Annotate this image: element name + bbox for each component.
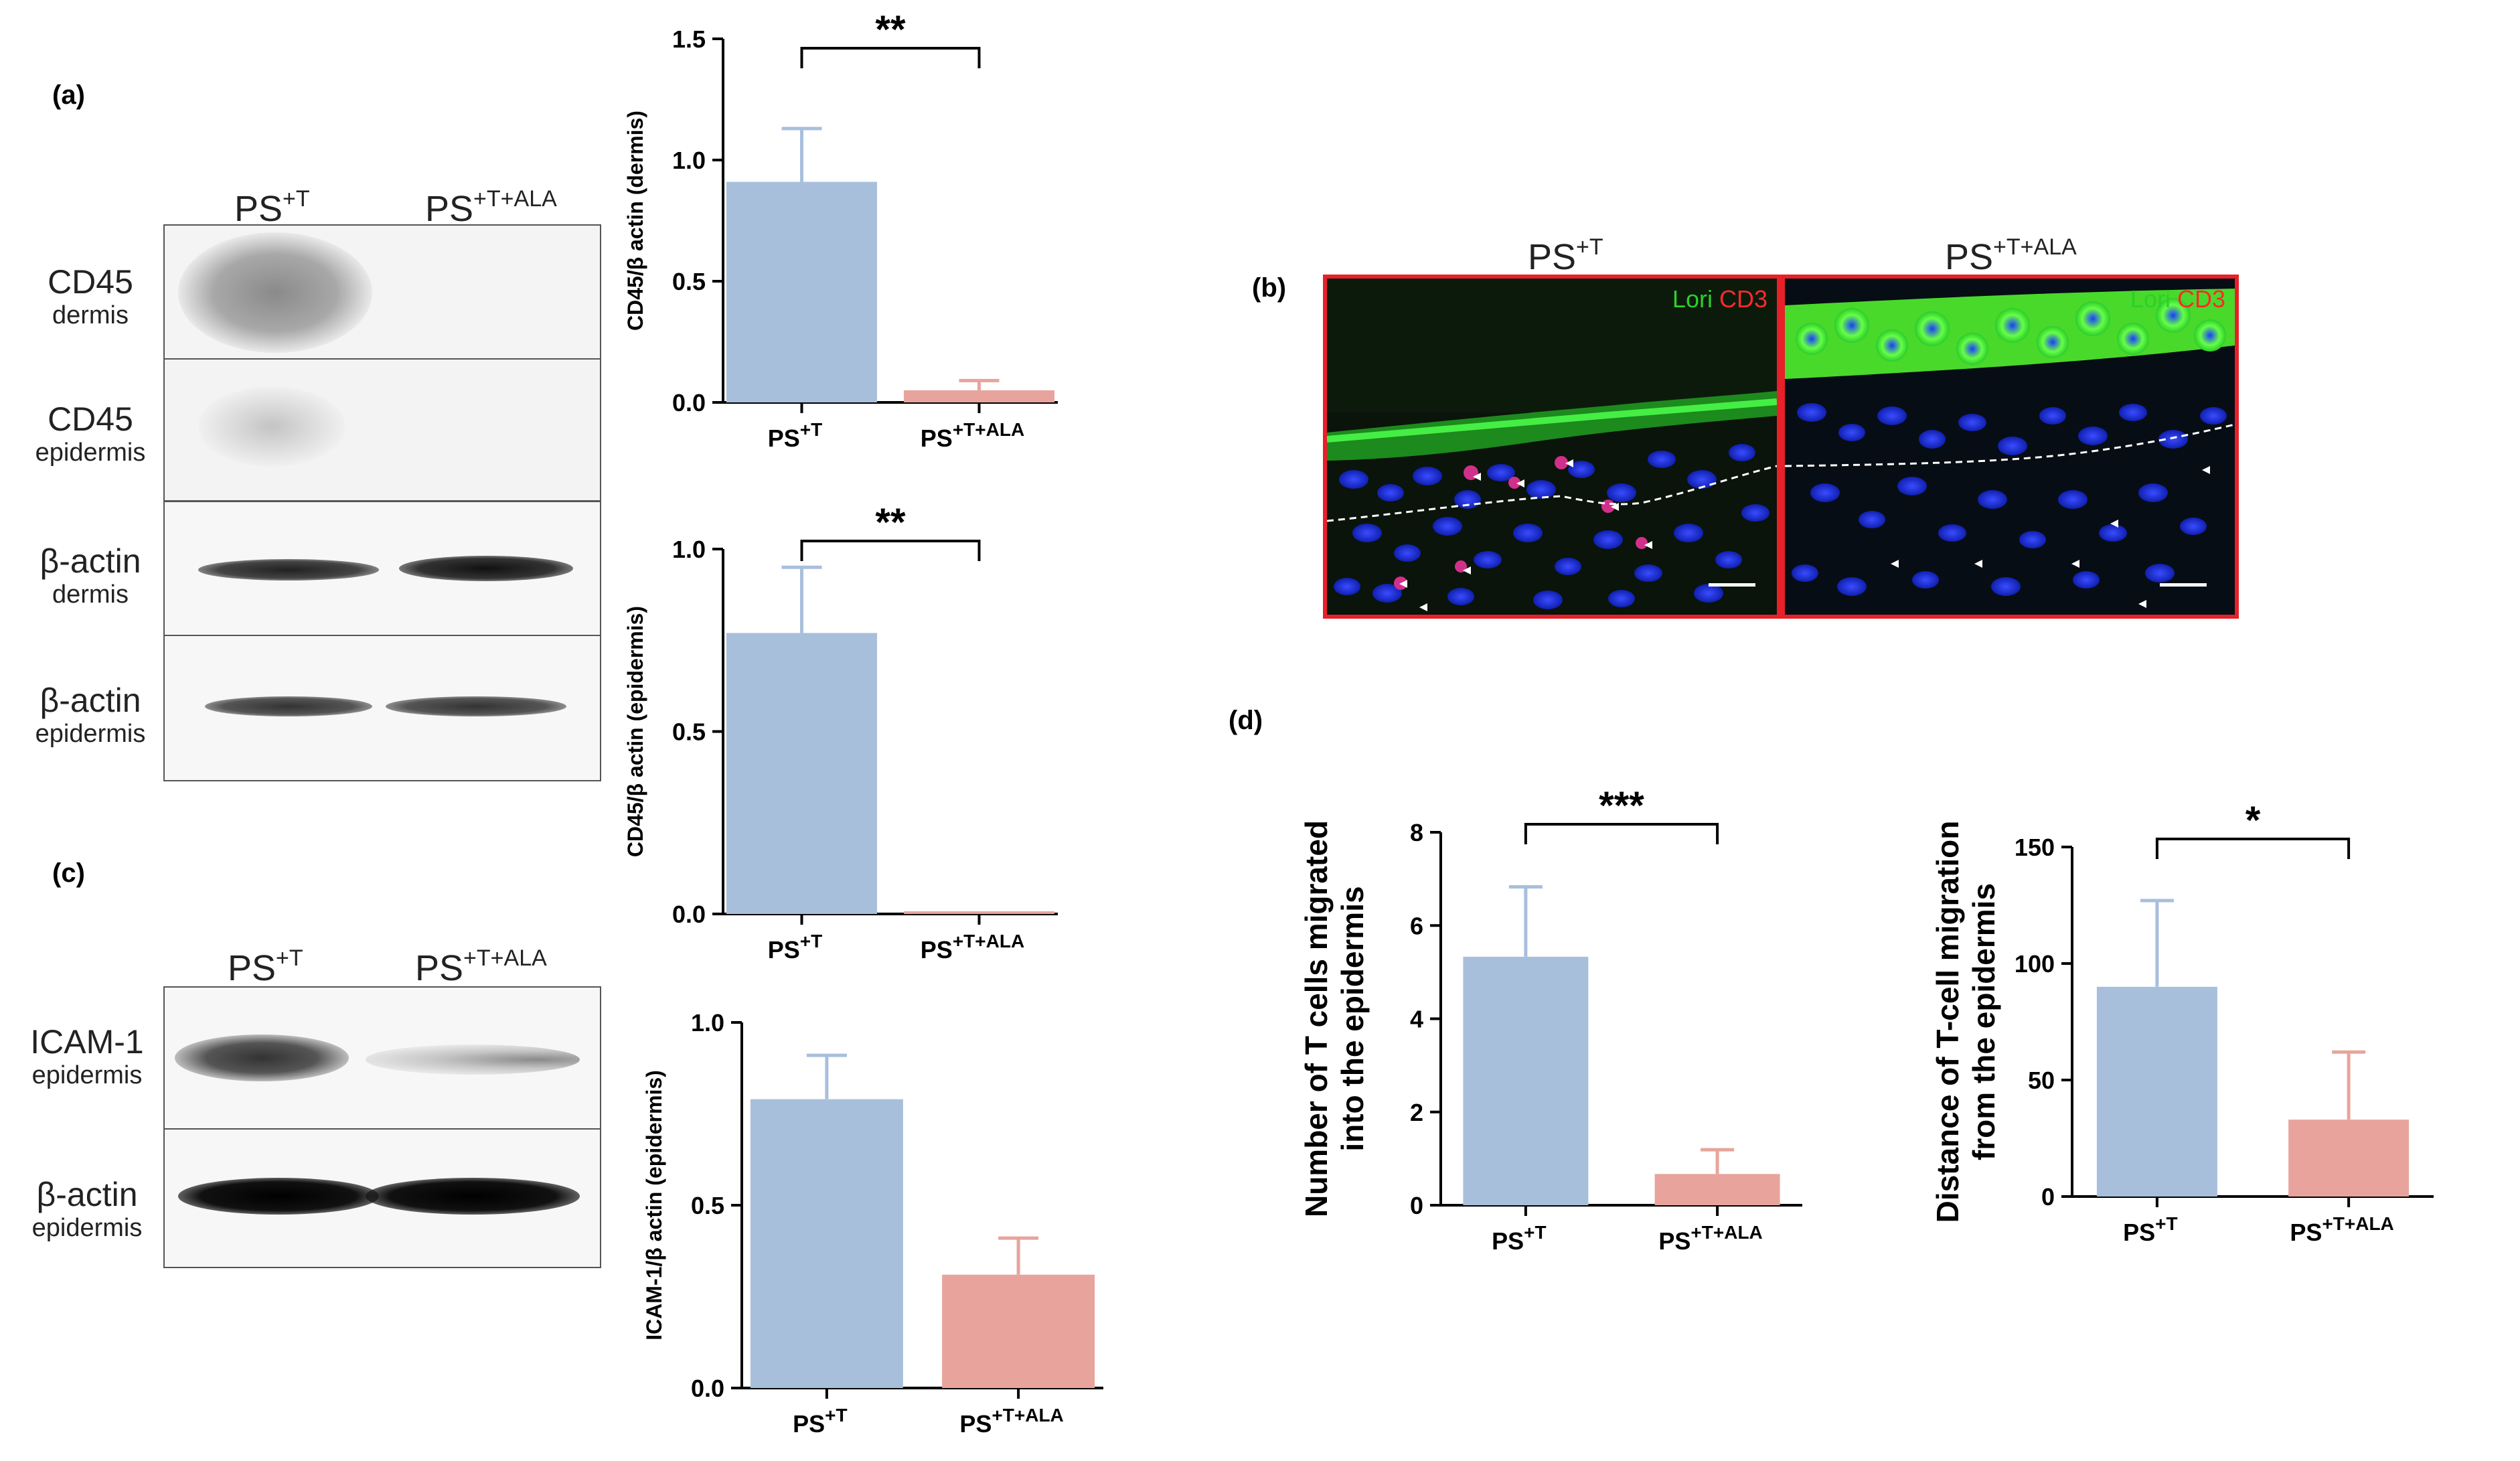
significance-bracket [800, 46, 981, 68]
blot-cd45-dermis [163, 224, 601, 361]
x-category-label: PS+T [793, 1405, 848, 1438]
micro-ctrl-legend: Lori CD3 [1672, 285, 1767, 313]
significance-stars: *** [1599, 784, 1644, 828]
band-actin-epidermis-ctrl [205, 696, 372, 716]
blot-a-lane-ctrl: PS+T [234, 186, 310, 229]
band-actin-c-ctrl [178, 1178, 379, 1215]
blot-c-lane-ala: PS+T+ALA [415, 945, 547, 988]
y-tick-label: 150 [2015, 834, 2055, 861]
y-tick-label: 100 [2015, 950, 2055, 978]
chart-group-tcell_distance: 0 50 100 150 PS+T PS+T+ALA * Distance of T-cell… [1930, 799, 2434, 1246]
blot-a-row1-label: CD45 dermis [48, 263, 133, 329]
band-cd45-epidermis-ctrl [198, 386, 345, 467]
y-axis-label: CD45/β actin (dermis) [623, 110, 647, 331]
blot-cd45-epidermis [163, 358, 601, 502]
x-category-label: PS+T+ALA [921, 931, 1024, 964]
micro-ala-legend: Lori CD3 [2130, 285, 2225, 313]
y-tick-label: 6 [1410, 912, 1423, 939]
y-tick-label: 4 [1410, 1006, 1423, 1033]
y-tick-label: 2 [1410, 1099, 1423, 1126]
blot-c-lane-ctrl: PS+T [228, 945, 303, 988]
band-icam1-ala [366, 1045, 580, 1075]
y-tick-label: 1.0 [672, 536, 706, 563]
significance-bracket [800, 540, 981, 561]
y-tick-label: 1.0 [672, 147, 706, 174]
y-tick-label: 0.5 [672, 718, 706, 746]
y-axis-label: ICAM-1/β actin (epidermis) [642, 1070, 666, 1340]
panel-letter-a: (a) [52, 80, 85, 110]
band-actin-dermis-ctrl [198, 559, 379, 581]
significance-stars: ** [875, 501, 906, 544]
significance-bracket [2155, 838, 2351, 859]
x-category-label: PS+T+ALA [921, 419, 1024, 452]
band-icam1-ctrl [175, 1034, 349, 1081]
y-axis-label: Distance of T-cell migrationfrom the epi… [1930, 821, 2001, 1223]
micrograph-ctrl-image [1327, 279, 1777, 615]
blot-actin-epidermis [163, 635, 601, 781]
blot-a-row3-label: β-actin dermis [40, 542, 141, 609]
x-category-label: PS+T [1492, 1222, 1547, 1255]
band-actin-dermis-ala [399, 556, 573, 581]
bar-ctrl [1463, 956, 1589, 1205]
bar-ala [1654, 1174, 1780, 1205]
blot-a-row2-label: CD45 epidermis [35, 400, 146, 467]
blot-a-lane-ala: PS+T+ALA [425, 186, 557, 229]
blot-c-row1-label: ICAM-1 epidermis [30, 1023, 144, 1089]
micrograph-ala-image [1785, 279, 2235, 615]
chart-group-icam1_epidermis: 0.0 0.5 1.0 PS+T PS+T+ALA ICAM-1/β actin (epi… [642, 1009, 1103, 1438]
significance-stars: ** [875, 8, 906, 52]
bar-ctrl [750, 1099, 903, 1388]
panel-letter-d: (d) [1229, 706, 1263, 735]
panel-letter-c: (c) [52, 858, 85, 888]
y-axis-label: Number of T cells migratedinto the epide… [1299, 820, 1370, 1217]
y-axis-label: CD45/β actin (epidermis) [623, 606, 647, 857]
micrograph-ctrl: Lori CD3 [1323, 275, 1781, 619]
bar-ctrl [726, 181, 877, 402]
x-category-label: PS+T+ALA [2290, 1213, 2393, 1246]
x-category-label: PS+T [768, 419, 823, 452]
y-tick-label: 50 [2028, 1067, 2055, 1094]
micro-title-ala: PS+T+ALA [1945, 234, 2077, 277]
blot-c-row2-label: β-actin epidermis [31, 1176, 143, 1242]
y-tick-label: 0.0 [672, 901, 706, 928]
band-actin-c-ala [366, 1178, 580, 1215]
chart-group-cd45_dermis: 0.0 0.5 1.0 1.5 PS+T PS+T+ALA ** CD45/β actin (… [623, 8, 1058, 452]
bar-ctrl [726, 633, 877, 914]
bar-ala [942, 1274, 1095, 1388]
band-cd45-dermis-ctrl [178, 232, 372, 353]
blot-actin-epidermis-c [163, 1128, 601, 1268]
y-tick-label: 1.5 [672, 25, 706, 53]
blot-icam1-epidermis [163, 986, 601, 1131]
significance-stars: * [2246, 799, 2261, 842]
x-category-label: PS+T [2123, 1213, 2178, 1246]
x-category-label: PS+T [768, 931, 823, 964]
micro-title-ctrl: PS+T [1528, 234, 1603, 277]
y-tick-label: 0.5 [691, 1192, 724, 1219]
band-actin-epidermis-ala [386, 696, 566, 716]
y-tick-label: 0 [2041, 1183, 2055, 1211]
chart-group-tcell_number: 0 2 4 6 8 PS+T PS+T+ALA *** Number of T cells mi… [1299, 784, 1802, 1255]
micrograph-ala: Lori CD3 [1781, 275, 2239, 619]
y-tick-label: 0.0 [672, 389, 706, 416]
significance-bracket [1524, 823, 1719, 844]
bar-ala [2288, 1120, 2410, 1197]
blot-a-row4-label: β-actin epidermis [35, 682, 146, 748]
y-tick-label: 8 [1410, 819, 1423, 846]
y-tick-label: 0 [1410, 1192, 1423, 1219]
y-tick-label: 1.0 [691, 1009, 724, 1036]
panel-letter-b: (b) [1252, 273, 1287, 303]
y-tick-label: 0.0 [691, 1375, 724, 1402]
blot-actin-dermis [163, 501, 601, 637]
chart-group-cd45_epidermis: 0.0 0.5 1.0 PS+T PS+T+ALA ** CD45/β actin (epi… [623, 501, 1058, 964]
bar-ctrl [2096, 986, 2217, 1197]
bar-ala [904, 390, 1054, 402]
y-tick-label: 0.5 [672, 268, 706, 295]
x-category-label: PS+T+ALA [959, 1405, 1063, 1438]
x-category-label: PS+T+ALA [1658, 1222, 1762, 1255]
